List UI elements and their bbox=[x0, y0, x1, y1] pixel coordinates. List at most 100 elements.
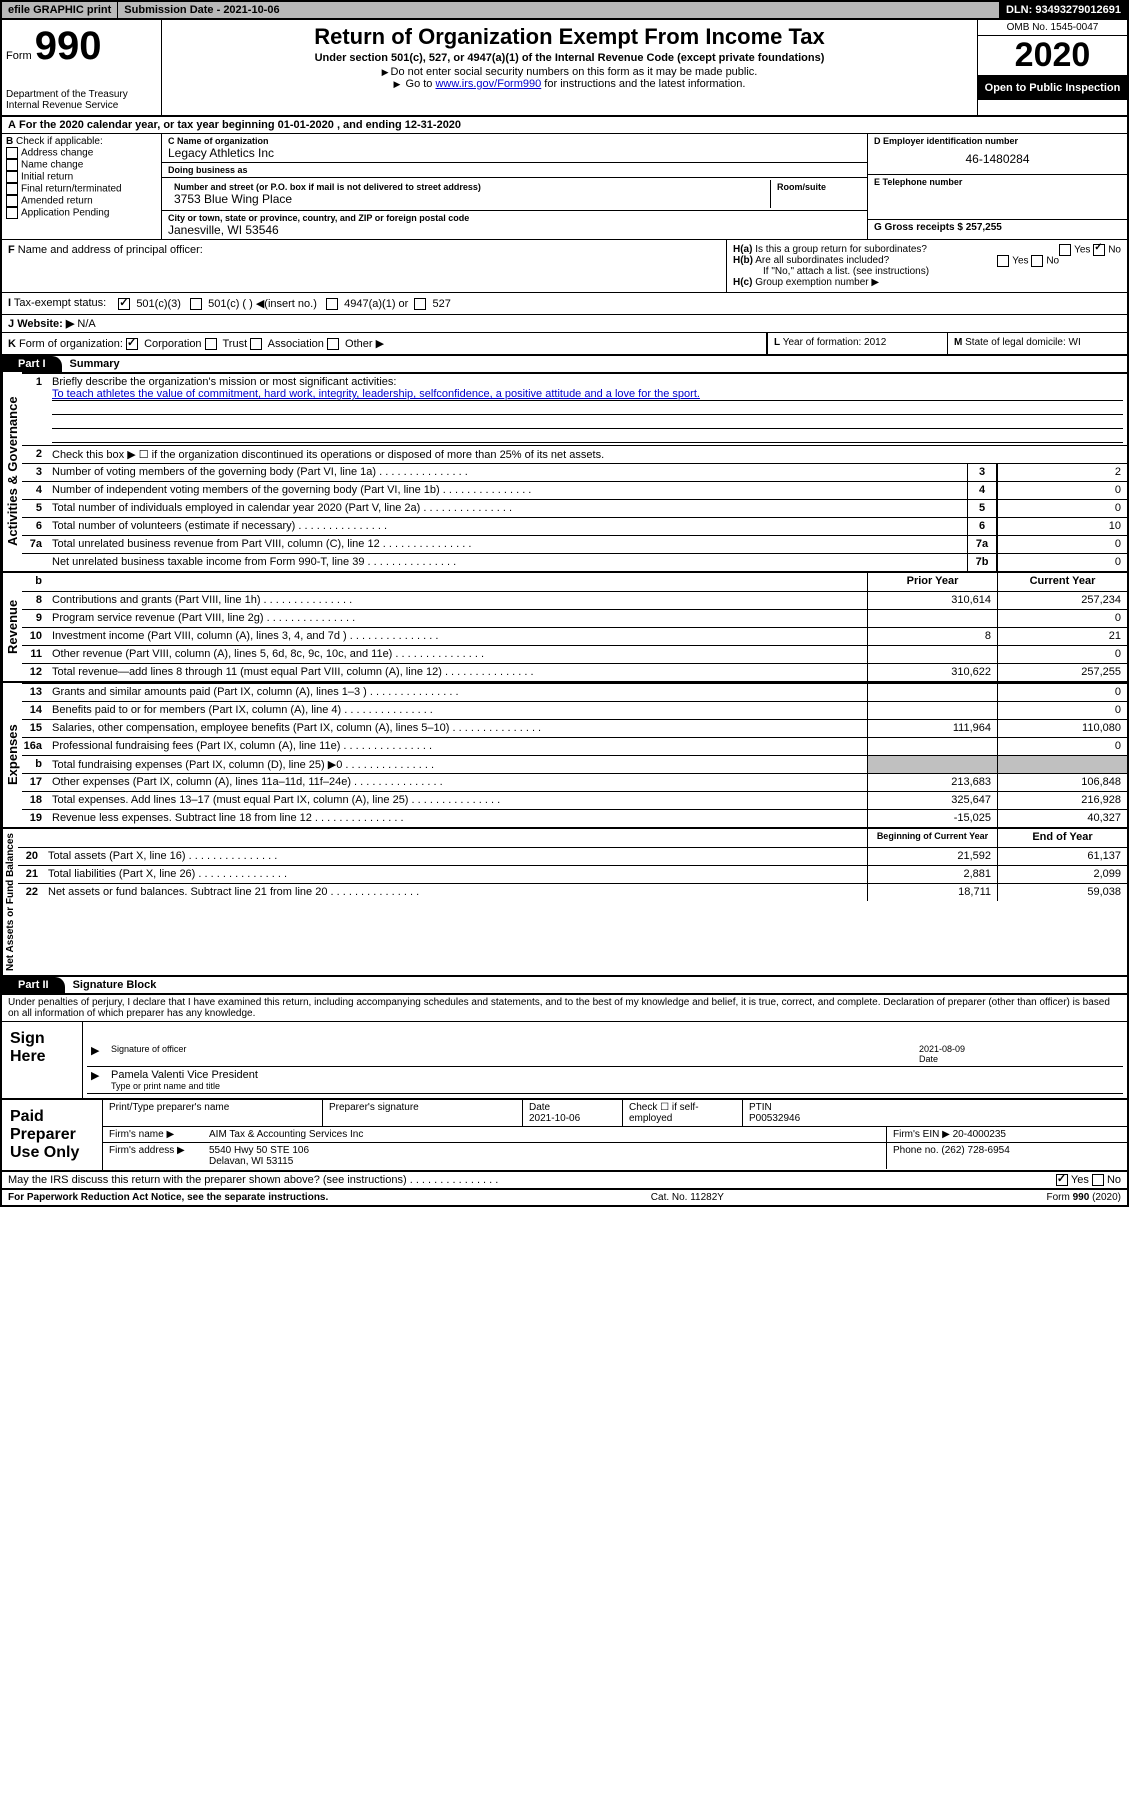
line-ref: 4 bbox=[967, 482, 997, 499]
omb-number: OMB No. 1545-0047 bbox=[978, 20, 1127, 36]
street-value: 3753 Blue Wing Place bbox=[174, 192, 764, 206]
chk-4947[interactable] bbox=[326, 298, 338, 310]
room-label: Room/suite bbox=[777, 182, 855, 192]
discuss-yes[interactable] bbox=[1056, 1174, 1068, 1186]
line-val: 10 bbox=[997, 518, 1127, 535]
line-num: 20 bbox=[18, 848, 44, 865]
chk-corporation[interactable] bbox=[126, 338, 138, 350]
line-20: 20 Total assets (Part X, line 16) 21,592… bbox=[18, 847, 1127, 865]
instructions-link[interactable]: www.irs.gov/Form990 bbox=[435, 78, 541, 90]
line-19: 19 Revenue less expenses. Subtract line … bbox=[22, 809, 1127, 827]
rev-hdr-num: b bbox=[22, 573, 48, 591]
line-desc: Total fundraising expenses (Part IX, col… bbox=[48, 756, 867, 773]
line-desc: Total revenue—add lines 8 through 11 (mu… bbox=[48, 664, 867, 681]
addr2: Delavan, WI 53115 bbox=[209, 1156, 880, 1167]
line-desc: Net unrelated business taxable income fr… bbox=[48, 554, 967, 571]
prior-val bbox=[867, 702, 997, 719]
line-num: 10 bbox=[22, 628, 48, 645]
prior-val bbox=[867, 610, 997, 627]
chk-527[interactable] bbox=[414, 298, 426, 310]
expenses-table: Expenses 13 Grants and similar amounts p… bbox=[0, 683, 1129, 829]
year-formation: Year of formation: 2012 bbox=[783, 337, 887, 348]
firm-addr: 5540 Hwy 50 STE 106Delavan, WI 53115 bbox=[203, 1143, 887, 1169]
principal-officer-label: Name and address of principal officer: bbox=[18, 244, 203, 256]
sub3-pre: Go to bbox=[406, 78, 436, 90]
line-5: 5 Total number of individuals employed i… bbox=[22, 499, 1127, 517]
prior-val: 213,683 bbox=[867, 774, 997, 791]
website-value: N/A bbox=[77, 318, 95, 330]
line-num: 4 bbox=[22, 482, 48, 499]
chk-501c[interactable] bbox=[190, 298, 202, 310]
officer-name: Pamela Valenti Vice President bbox=[111, 1069, 1119, 1081]
opt-trust: Trust bbox=[222, 338, 247, 350]
line-22: 22 Net assets or fund balances. Subtract… bbox=[18, 883, 1127, 901]
city-label: City or town, state or province, country… bbox=[168, 213, 861, 223]
line-num: 9 bbox=[22, 610, 48, 627]
chk-assoc[interactable] bbox=[250, 338, 262, 350]
net-hdr-desc bbox=[44, 829, 867, 847]
curr-val: 0 bbox=[997, 702, 1127, 719]
subtitle-3: Go to www.irs.gov/Form990 for instructio… bbox=[172, 78, 967, 90]
line-desc: Benefits paid to or for members (Part IX… bbox=[48, 702, 867, 719]
line-num: 7a bbox=[22, 536, 48, 553]
website-label: Website: ▶ bbox=[17, 318, 74, 330]
chk-501c3[interactable] bbox=[118, 298, 130, 310]
phone-value bbox=[874, 187, 1121, 217]
chk-address-change[interactable] bbox=[6, 147, 18, 159]
subtitle-2: Do not enter social security numbers on … bbox=[172, 66, 967, 78]
sign-arrow-icon: ▶ bbox=[91, 1044, 111, 1064]
line-num: 12 bbox=[22, 664, 48, 681]
chk-name-change[interactable] bbox=[6, 159, 18, 171]
curr-val: 0 bbox=[997, 684, 1127, 701]
line-9: 9 Program service revenue (Part VIII, li… bbox=[22, 609, 1127, 627]
prior-val: 18,711 bbox=[867, 884, 997, 901]
tax-year: 2020 bbox=[978, 36, 1127, 76]
line-desc: Total number of volunteers (estimate if … bbox=[48, 518, 967, 535]
opt-final-return: Final return/terminated bbox=[21, 184, 122, 195]
chk-final-return[interactable] bbox=[6, 183, 18, 195]
chk-other[interactable] bbox=[327, 338, 339, 350]
topbar: efile GRAPHIC print Submission Date - 20… bbox=[0, 0, 1129, 20]
line-desc: Salaries, other compensation, employee b… bbox=[48, 720, 867, 737]
net-hdr-num bbox=[18, 829, 44, 847]
chk-amended[interactable] bbox=[6, 195, 18, 207]
line-7b: Net unrelated business taxable income fr… bbox=[22, 553, 1127, 571]
opt-501c: 501(c) ( ) ◀(insert no.) bbox=[208, 298, 317, 310]
part2-tab: Part II bbox=[2, 977, 65, 993]
opt-corp: Corporation bbox=[144, 338, 201, 350]
line-val: 0 bbox=[997, 500, 1127, 517]
line-desc: Number of independent voting members of … bbox=[48, 482, 967, 499]
dept-irs: Internal Revenue Service bbox=[6, 100, 157, 111]
discuss-no[interactable] bbox=[1092, 1174, 1104, 1186]
perjury-statement: Under penalties of perjury, I declare th… bbox=[0, 993, 1129, 1021]
prep-self-emp: Check ☐ if self-employed bbox=[623, 1100, 743, 1126]
curr-val: 0 bbox=[997, 738, 1127, 755]
col-d-ein: D Employer identification number 46-1480… bbox=[867, 134, 1127, 239]
line-14: 14 Benefits paid to or for members (Part… bbox=[22, 701, 1127, 719]
summary-table: Activities & Governance 1 Briefly descri… bbox=[0, 372, 1129, 573]
public-inspection: Open to Public Inspection bbox=[978, 76, 1127, 100]
chk-initial-return[interactable] bbox=[6, 171, 18, 183]
curr-val: 61,137 bbox=[997, 848, 1127, 865]
curr-val: 106,848 bbox=[997, 774, 1127, 791]
dept-treasury: Department of the Treasury bbox=[6, 89, 157, 100]
line1-desc: Briefly describe the organization's miss… bbox=[48, 374, 1127, 445]
ha-yes[interactable] bbox=[1059, 244, 1071, 256]
line-6: 6 Total number of volunteers (estimate i… bbox=[22, 517, 1127, 535]
chk-pending[interactable] bbox=[6, 207, 18, 219]
firm-name-lbl: Firm's name ▶ bbox=[103, 1127, 203, 1142]
line-val: 0 bbox=[997, 554, 1127, 571]
prior-val bbox=[867, 684, 997, 701]
line-num: 6 bbox=[22, 518, 48, 535]
curr-val: 110,080 bbox=[997, 720, 1127, 737]
hb-yes[interactable] bbox=[997, 255, 1009, 267]
opt-amended: Amended return bbox=[21, 196, 93, 207]
col-b-checkboxes: B Check if applicable: Address change Na… bbox=[2, 134, 162, 239]
ha-no[interactable] bbox=[1093, 244, 1105, 256]
prior-val: 310,622 bbox=[867, 664, 997, 681]
line-desc: Contributions and grants (Part VIII, lin… bbox=[48, 592, 867, 609]
efile-label[interactable]: efile GRAPHIC print bbox=[2, 2, 118, 18]
line-desc: Grants and similar amounts paid (Part IX… bbox=[48, 684, 867, 701]
hb-no[interactable] bbox=[1031, 255, 1043, 267]
chk-trust[interactable] bbox=[205, 338, 217, 350]
